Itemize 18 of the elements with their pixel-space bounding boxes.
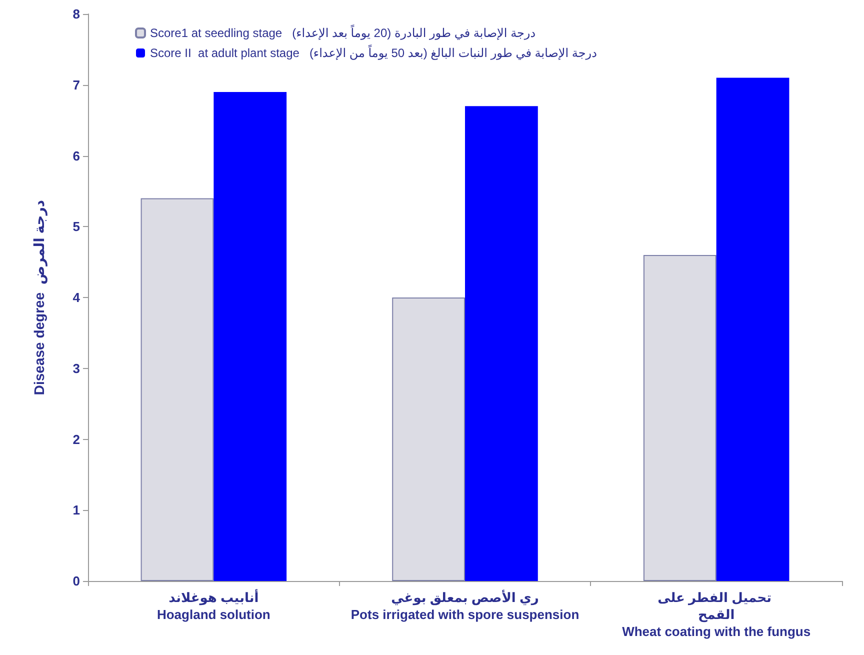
y-tick-label: 2 xyxy=(72,432,80,447)
y-tick-label: 0 xyxy=(72,574,80,588)
y-tick-label: 5 xyxy=(72,219,80,234)
y-tick-label: 8 xyxy=(72,6,80,22)
y-tick-label: 1 xyxy=(72,502,80,518)
bar xyxy=(643,254,716,581)
bar xyxy=(465,106,538,581)
bar xyxy=(214,92,287,581)
y-tick-label: 6 xyxy=(72,148,80,164)
y-axis-title: Disease degree درجة المرض xyxy=(31,200,48,396)
bar xyxy=(716,78,790,581)
bar xyxy=(392,298,465,581)
y-tick-label: 4 xyxy=(72,290,81,305)
bar xyxy=(140,198,214,581)
y-tick-label: 7 xyxy=(72,77,80,92)
legend-label: Score1 at seedling stage درجة الإصابة في طور البادرة (20 يوماً بعد الإعداء) xyxy=(150,24,536,40)
legend-label: Score II at adult plant stage درجة الإصابة في طور النبات البالغ (بعد 50 يوماً من الإعداء) xyxy=(150,44,597,60)
y-tick-label: 3 xyxy=(72,360,80,376)
